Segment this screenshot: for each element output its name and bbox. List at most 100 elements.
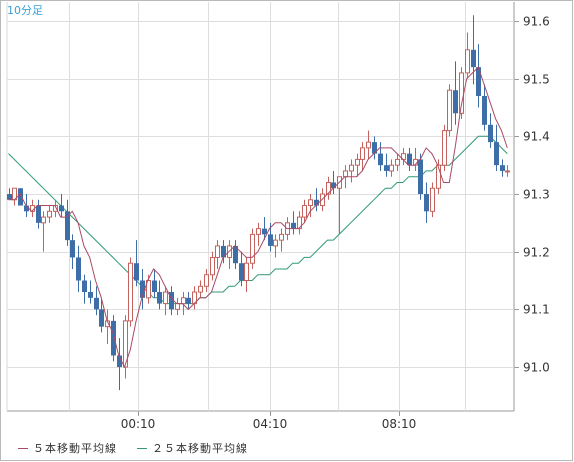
candle-body	[65, 211, 70, 241]
candle	[82, 274, 87, 304]
candle-body	[459, 72, 464, 114]
y-tick-label: 91.4	[523, 130, 550, 144]
candle-body	[204, 274, 209, 287]
candle-body	[18, 188, 23, 206]
candle-body	[273, 239, 278, 247]
candle-body	[53, 205, 58, 212]
candle	[210, 251, 215, 281]
candle-body	[442, 130, 447, 166]
candle-body	[198, 285, 203, 293]
candle-body	[453, 90, 458, 114]
legend-item-ma25: ２５本移動平均線	[137, 440, 248, 456]
candles-group	[7, 15, 510, 391]
candle-body	[378, 153, 383, 166]
candle-body	[128, 262, 133, 322]
candle	[430, 182, 435, 218]
candle-body	[302, 205, 307, 218]
candle-body	[476, 67, 481, 96]
candle-body	[70, 240, 75, 258]
candle	[105, 309, 110, 344]
candle-body	[140, 280, 145, 298]
candle	[302, 199, 307, 223]
candle	[494, 124, 499, 171]
candle	[308, 194, 313, 218]
candle-body	[343, 170, 348, 178]
candle-body	[36, 205, 41, 223]
candle	[111, 315, 116, 362]
candle	[500, 159, 505, 177]
candle	[128, 257, 133, 327]
candle-body	[488, 124, 493, 143]
candle	[447, 84, 452, 137]
candle	[262, 217, 267, 241]
candle	[181, 292, 186, 316]
candle	[331, 170, 336, 195]
candle-body	[163, 291, 168, 305]
candle-body	[471, 49, 476, 68]
candle-body	[7, 194, 12, 200]
y-axis: 91.6 91.5 91.4 91.3 91.2 91.1 91.0	[514, 15, 550, 375]
y-tick-label: 91.0	[523, 361, 550, 375]
x-tick-label: 04:10	[253, 417, 288, 431]
candle-body	[239, 263, 244, 281]
candle	[70, 234, 75, 269]
candle	[76, 245, 81, 293]
candle-body	[250, 233, 255, 264]
x-axis: 00:10 04:10 08:10	[121, 411, 416, 431]
candle-body	[47, 210, 52, 218]
candle-body	[186, 297, 191, 304]
candle-body	[117, 355, 122, 368]
candle-body	[157, 292, 162, 304]
candle	[59, 194, 64, 218]
candle	[233, 240, 238, 269]
candle-body	[366, 141, 371, 149]
candle	[326, 176, 331, 200]
candle-body	[152, 280, 157, 293]
candle	[244, 257, 249, 293]
candle	[273, 234, 278, 258]
candle	[476, 44, 481, 108]
candle	[505, 165, 510, 177]
candle-body	[256, 228, 261, 235]
candle-body	[181, 297, 186, 305]
candle	[47, 205, 52, 223]
candle-body	[308, 199, 313, 207]
candle-body	[279, 233, 284, 241]
candle	[395, 153, 400, 171]
candle	[221, 240, 226, 264]
candle	[482, 84, 487, 131]
candle-body	[500, 165, 505, 171]
legend-swatch-ma25	[137, 447, 147, 449]
candle	[442, 124, 447, 171]
candle	[366, 130, 371, 160]
grid-lines	[6, 2, 515, 412]
candle-body	[169, 292, 174, 310]
y-tick-label: 91.6	[523, 15, 550, 29]
candle	[117, 338, 122, 391]
candle	[349, 159, 354, 183]
candle	[192, 286, 197, 310]
candle-body	[326, 181, 331, 195]
candle-body	[244, 262, 249, 282]
candle	[215, 240, 220, 269]
candle	[65, 199, 70, 246]
candle-body	[99, 309, 104, 327]
candle-body	[291, 222, 296, 229]
candle	[140, 268, 145, 310]
candle-body	[436, 164, 441, 189]
candle	[198, 280, 203, 298]
candle	[163, 286, 168, 316]
candle-body	[233, 245, 238, 264]
candle	[360, 142, 365, 171]
candle-body	[424, 194, 429, 212]
candle	[320, 188, 325, 212]
candle-body	[355, 158, 360, 166]
ma5-line	[8, 66, 508, 369]
candle-body	[123, 320, 128, 368]
candle-body	[418, 159, 423, 195]
candle-body	[482, 95, 487, 125]
candle-body	[372, 142, 377, 154]
x-tick-label: 00:10	[121, 417, 156, 431]
candle	[227, 240, 232, 269]
